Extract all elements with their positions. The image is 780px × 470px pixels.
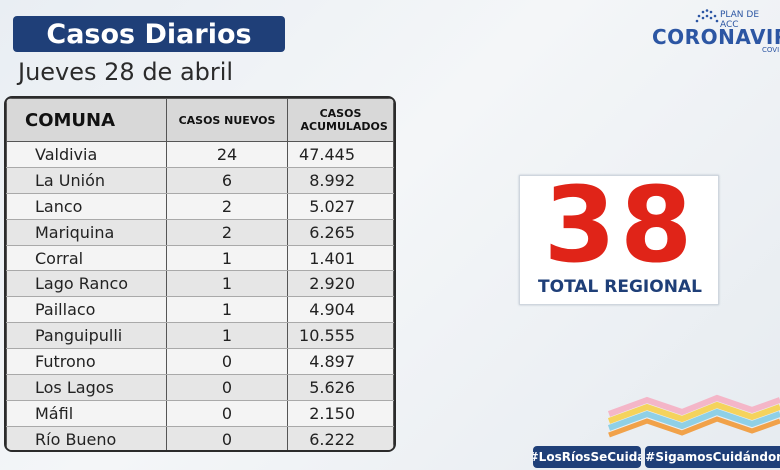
- cell-acumulados: 1.401: [287, 245, 394, 272]
- cell-nuevos: 1: [166, 322, 288, 350]
- page-title: Casos Diarios: [46, 18, 252, 50]
- table-row: Panguipulli 1 10.555: [6, 322, 394, 350]
- cell-comuna: Valdivia: [6, 141, 167, 168]
- table-row: Futrono 0 4.897: [6, 348, 394, 376]
- cell-acumulados: 4.897: [287, 348, 394, 376]
- cell-comuna: Panguipulli: [6, 322, 167, 350]
- hashtag-los-rios: #LosRíosSeCuida: [533, 446, 641, 468]
- cell-comuna: La Unión: [6, 167, 167, 194]
- date-label: Jueves 28 de abril: [18, 58, 234, 86]
- table-row: Valdivia 24 47.445: [6, 141, 394, 168]
- table-body: Valdivia 24 47.445 La Unión 6 8.992 Lanc…: [6, 141, 394, 450]
- cell-acumulados: 6.222: [287, 426, 394, 450]
- cell-acumulados: 2.150: [287, 400, 394, 427]
- coronavirus-logo: PLAN DE ACC CORONAVIRU COVI: [650, 8, 780, 58]
- logo-sub-text: COVI: [762, 46, 780, 54]
- cell-acumulados: 5.027: [287, 193, 394, 220]
- table-row: Máfil 0 2.150: [6, 400, 394, 427]
- table-row: Lanco 2 5.027: [6, 193, 394, 220]
- cell-acumulados: 47.445: [287, 141, 394, 168]
- cell-nuevos: 6: [166, 167, 288, 194]
- header-casos-acumulados: CASOS ACUMULADOS: [287, 98, 394, 142]
- cell-nuevos: 0: [166, 400, 288, 427]
- total-regional-card: 38 TOTAL REGIONAL: [519, 164, 719, 305]
- cell-comuna: Mariquina: [6, 219, 167, 246]
- cases-table: COMUNA CASOS NUEVOS CASOS ACUMULADOS Val…: [6, 98, 394, 450]
- cell-nuevos: 0: [166, 348, 288, 376]
- table-row: Lago Ranco 1 2.920: [6, 270, 394, 298]
- cell-comuna: Futrono: [6, 348, 167, 376]
- cell-comuna: Río Bueno: [6, 426, 167, 450]
- cell-nuevos: 1: [166, 296, 288, 324]
- cell-comuna: Paillaco: [6, 296, 167, 324]
- total-regional-label: TOTAL REGIONAL: [538, 277, 702, 297]
- cell-nuevos: 1: [166, 245, 288, 272]
- table-row: Mariquina 2 6.265: [6, 219, 394, 246]
- hashtag-sigamos: #SigamosCuidándon: [645, 446, 780, 468]
- cell-nuevos: 0: [166, 374, 288, 401]
- cell-nuevos: 1: [166, 270, 288, 298]
- header-casos-acumulados-label: CASOS ACUMULADOS: [300, 107, 388, 133]
- cell-acumulados: 10.555: [287, 322, 394, 350]
- table-row: La Unión 6 8.992: [6, 167, 394, 194]
- cell-acumulados: 6.265: [287, 219, 394, 246]
- cell-acumulados: 4.904: [287, 296, 394, 324]
- table-row: Río Bueno 0 6.222: [6, 426, 394, 450]
- table-header-row: COMUNA CASOS NUEVOS CASOS ACUMULADOS: [6, 98, 394, 142]
- hashtag-sigamos-text: #SigamosCuidándon: [645, 450, 780, 464]
- cell-nuevos: 0: [166, 426, 288, 450]
- cell-comuna: Lago Ranco: [6, 270, 167, 298]
- total-regional-value: 38: [543, 164, 697, 286]
- cases-table-container: COMUNA CASOS NUEVOS CASOS ACUMULADOS Val…: [4, 96, 396, 452]
- logo-plan-text: PLAN DE ACC: [720, 10, 760, 30]
- hashtag-los-rios-text: #LosRíosSeCuida: [533, 450, 641, 464]
- cell-nuevos: 2: [166, 219, 288, 246]
- cell-comuna: Lanco: [6, 193, 167, 220]
- title-banner: Casos Diarios: [13, 16, 285, 52]
- table-row: Paillaco 1 4.904: [6, 296, 394, 324]
- cell-comuna: Corral: [6, 245, 167, 272]
- cell-acumulados: 5.626: [287, 374, 394, 401]
- decorative-stripes-icon: [607, 394, 780, 438]
- logo-rays-icon: [695, 9, 719, 23]
- cell-comuna: Máfil: [6, 400, 167, 427]
- cell-acumulados: 8.992: [287, 167, 394, 194]
- cell-nuevos: 24: [166, 141, 288, 168]
- header-casos-nuevos: CASOS NUEVOS: [166, 98, 288, 142]
- cell-comuna: Los Lagos: [6, 374, 167, 401]
- table-row: Corral 1 1.401: [6, 245, 394, 272]
- cell-nuevos: 2: [166, 193, 288, 220]
- header-comuna: COMUNA: [6, 98, 167, 142]
- cell-acumulados: 2.920: [287, 270, 394, 298]
- logo-brand-text: CORONAVIRU: [652, 25, 780, 49]
- table-row: Los Lagos 0 5.626: [6, 374, 394, 401]
